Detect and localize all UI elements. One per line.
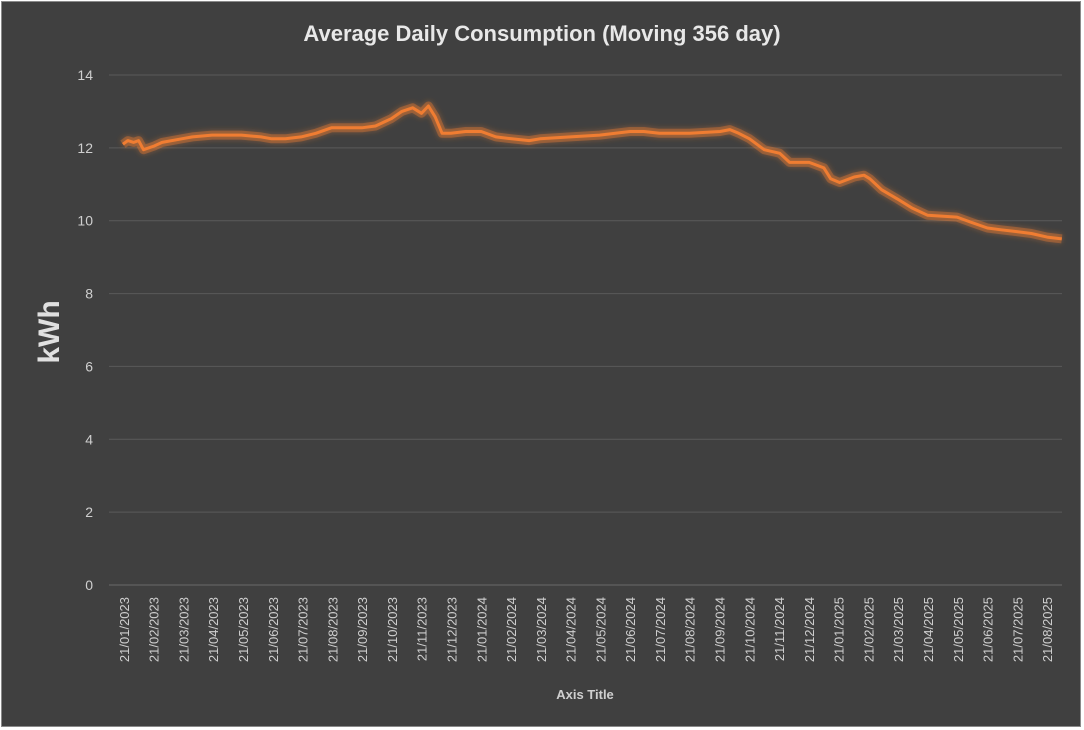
x-tick-label: 21/07/2025 (1010, 597, 1025, 662)
x-tick-label: 21/01/2023 (117, 597, 132, 662)
x-tick-label: 21/08/2025 (1040, 597, 1055, 662)
x-tick-label: 21/05/2025 (951, 597, 966, 662)
x-tick-label: 21/09/2023 (355, 597, 370, 662)
x-tick-label: 21/04/2024 (564, 597, 579, 662)
series-glow (120, 101, 1063, 244)
y-axis-ticks: 0 2 4 6 8 10 12 14 (77, 67, 93, 593)
y-tick-label: 6 (85, 358, 93, 374)
x-tick-label: 21/06/2025 (981, 597, 996, 662)
chart-title: Average Daily Consumption (Moving 356 da… (303, 21, 780, 46)
x-tick-label: 21/09/2024 (713, 597, 728, 662)
series-line (122, 104, 1062, 241)
y-tick-label: 2 (85, 504, 93, 520)
x-tick-label: 21/06/2023 (266, 597, 281, 662)
x-tick-label: 21/01/2025 (832, 597, 847, 662)
x-tick-label: 21/06/2024 (623, 597, 638, 662)
y-tick-label: 10 (77, 213, 93, 229)
x-tick-label: 21/02/2024 (504, 597, 519, 662)
x-tick-label: 21/04/2023 (206, 597, 221, 662)
x-axis-title: Axis Title (556, 687, 614, 702)
x-axis-ticks: 21/01/2023 21/02/2023 21/03/2023 21/04/2023… (117, 597, 1055, 662)
x-tick-label: 21/03/2023 (176, 597, 191, 662)
x-tick-label: 21/10/2023 (385, 597, 400, 662)
x-tick-label: 21/11/2024 (772, 597, 787, 661)
x-tick-label: 21/03/2025 (891, 597, 906, 662)
y-tick-label: 14 (77, 67, 93, 83)
x-tick-label: 21/05/2024 (593, 597, 608, 662)
x-tick-label: 21/07/2024 (653, 597, 668, 662)
x-tick-label: 21/02/2023 (147, 597, 162, 662)
x-tick-label: 21/07/2023 (296, 597, 311, 662)
y-tick-label: 8 (85, 286, 93, 302)
x-tick-label: 21/01/2024 (474, 597, 489, 662)
x-tick-label: 21/04/2025 (921, 597, 936, 662)
y-axis-title: kWh (33, 300, 66, 363)
x-tick-label: 21/02/2025 (861, 597, 876, 662)
y-tick-label: 0 (85, 577, 93, 593)
x-tick-label: 21/12/2024 (802, 597, 817, 662)
x-tick-label: 21/08/2024 (683, 597, 698, 662)
gridlines (109, 74, 1062, 586)
x-tick-label: 21/08/2023 (325, 597, 340, 662)
y-tick-label: 12 (77, 140, 93, 156)
series-layer (120, 101, 1063, 244)
x-tick-label: 21/03/2024 (534, 597, 549, 662)
x-tick-label: 21/10/2024 (742, 597, 757, 662)
x-tick-label: 21/05/2023 (236, 597, 251, 662)
x-tick-label: 21/12/2023 (444, 597, 459, 662)
x-tick-label: 21/11/2023 (415, 597, 430, 661)
y-tick-label: 4 (85, 431, 93, 447)
